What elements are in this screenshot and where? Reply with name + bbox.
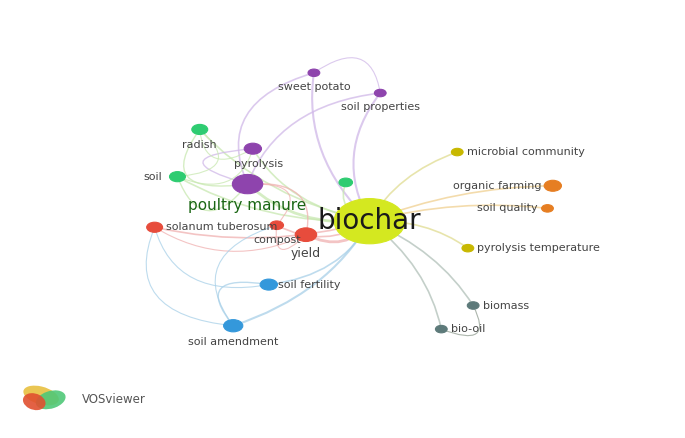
Text: soil: soil bbox=[144, 172, 162, 182]
Text: solanum tuberosum: solanum tuberosum bbox=[166, 222, 277, 232]
Text: soil properties: soil properties bbox=[340, 102, 420, 113]
Circle shape bbox=[375, 89, 386, 97]
Circle shape bbox=[295, 228, 316, 241]
Text: bio-oil: bio-oil bbox=[451, 324, 485, 334]
Text: soil quality: soil quality bbox=[477, 203, 538, 213]
Text: soil amendment: soil amendment bbox=[188, 336, 278, 346]
Circle shape bbox=[245, 143, 262, 154]
Circle shape bbox=[223, 320, 242, 332]
Text: microbial community: microbial community bbox=[466, 147, 585, 157]
Text: yield: yield bbox=[291, 247, 321, 260]
Text: biochar: biochar bbox=[318, 207, 421, 235]
Ellipse shape bbox=[23, 393, 45, 410]
Circle shape bbox=[308, 69, 320, 77]
Text: radish: radish bbox=[182, 140, 217, 150]
Ellipse shape bbox=[23, 385, 59, 406]
Circle shape bbox=[339, 178, 353, 187]
Text: pyrolysis: pyrolysis bbox=[234, 159, 283, 170]
Text: biomass: biomass bbox=[483, 300, 529, 311]
Text: pyrolysis temperature: pyrolysis temperature bbox=[477, 243, 600, 253]
Text: poultry manure: poultry manure bbox=[188, 198, 307, 213]
Circle shape bbox=[192, 124, 208, 134]
Text: compost: compost bbox=[253, 235, 301, 245]
Circle shape bbox=[147, 222, 162, 232]
Circle shape bbox=[334, 198, 406, 244]
Circle shape bbox=[169, 172, 186, 182]
Text: VOSviewer: VOSviewer bbox=[82, 393, 146, 406]
Circle shape bbox=[436, 325, 447, 333]
Circle shape bbox=[270, 221, 284, 230]
Text: soil fertility: soil fertility bbox=[278, 279, 341, 290]
Circle shape bbox=[467, 302, 479, 309]
Text: organic farming: organic farming bbox=[453, 181, 541, 191]
FancyBboxPatch shape bbox=[0, 365, 151, 432]
Circle shape bbox=[542, 205, 553, 212]
Circle shape bbox=[451, 148, 463, 156]
Circle shape bbox=[232, 174, 263, 194]
Circle shape bbox=[462, 244, 474, 252]
Circle shape bbox=[260, 279, 277, 290]
Circle shape bbox=[544, 180, 562, 191]
Text: sweet potato: sweet potato bbox=[277, 82, 350, 92]
Ellipse shape bbox=[36, 390, 66, 409]
